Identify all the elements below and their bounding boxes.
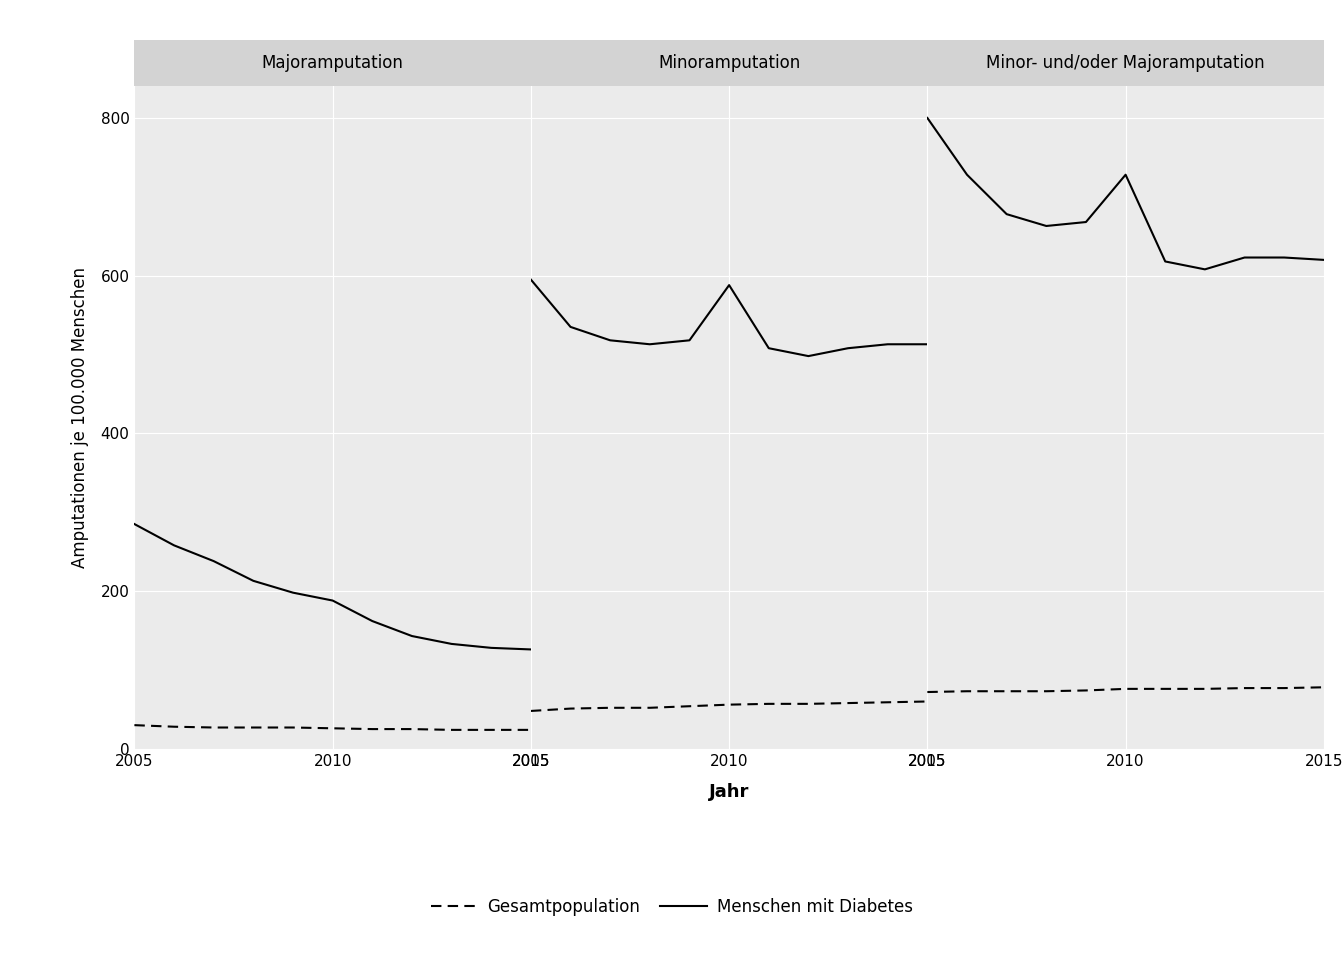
X-axis label: Jahr: Jahr xyxy=(708,782,750,801)
Text: Minoramputation: Minoramputation xyxy=(659,55,800,72)
Text: Minor- und/oder Majoramputation: Minor- und/oder Majoramputation xyxy=(986,55,1265,72)
Y-axis label: Amputationen je 100.000 Menschen: Amputationen je 100.000 Menschen xyxy=(71,267,90,568)
Legend: Gesamtpopulation, Menschen mit Diabetes: Gesamtpopulation, Menschen mit Diabetes xyxy=(425,892,919,923)
Text: Majoramputation: Majoramputation xyxy=(262,55,403,72)
